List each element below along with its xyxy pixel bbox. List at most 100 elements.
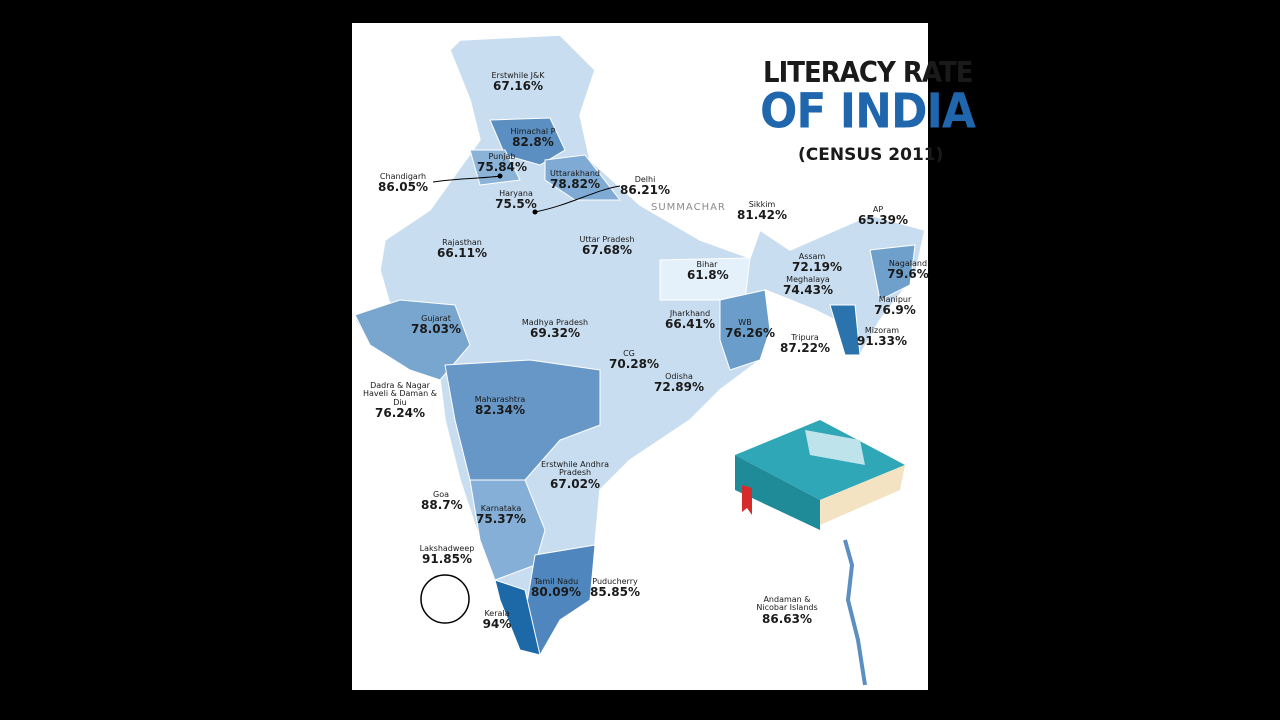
region-label: WB 76.26%: [725, 318, 775, 341]
region-rate: 67.68%: [582, 243, 632, 258]
delhi-dot: [532, 209, 538, 215]
watermark: SUMMACHAR: [651, 202, 726, 213]
region-label: Puducherry 85.85%: [585, 577, 645, 599]
region-name: Sikkim: [748, 200, 776, 209]
region-name: Dadra & Nagar Haveli & Daman & Diu: [363, 381, 437, 407]
region-name: Kerala: [484, 609, 510, 618]
region-name: Manipur: [878, 295, 912, 304]
region-name: Puducherry: [592, 577, 638, 586]
region-name: Haryana: [499, 189, 533, 198]
region-rate: 78.82%: [550, 177, 600, 192]
region-name: Erstwhile Andhra Pradesh: [540, 460, 610, 478]
mizoram: [829, 304, 861, 356]
region-name: WB: [738, 318, 752, 327]
book-icon: [735, 420, 905, 530]
region-name: Odisha: [665, 372, 693, 381]
region-label: Manipur 76.9%: [870, 295, 920, 318]
region-name: AP: [872, 205, 884, 214]
region-name: Jharkhand: [669, 309, 711, 318]
region-rate: 86.63%: [762, 611, 812, 626]
region-label: Delhi 86.21%: [615, 175, 675, 197]
region-name: Tripura: [791, 333, 819, 342]
himachal: [489, 117, 566, 166]
region-label: Nagaland 79.6%: [883, 259, 933, 282]
region-label: Chandigarh 86.05%: [368, 172, 438, 195]
region-name: Uttar Pradesh: [579, 235, 635, 244]
region-label: Andaman & Nicobar Islands 86.63%: [747, 595, 827, 626]
region-rate: 61.8%: [687, 268, 729, 283]
nagaland: [869, 244, 916, 301]
chandigarh-leader: [432, 175, 501, 183]
region-label: Odisha 72.89%: [649, 372, 709, 395]
region-name: Rajasthan: [442, 238, 482, 247]
region-rate: 86.05%: [378, 180, 428, 195]
region-rate: 66.41%: [665, 317, 715, 332]
region-name: Bihar: [696, 260, 718, 269]
region-label: Erstwhile Andhra Pradesh 67.02%: [540, 460, 610, 490]
region-name: Karnataka: [480, 504, 522, 513]
region-label: Rajasthan 66.11%: [427, 238, 497, 260]
region-name: Delhi: [634, 175, 656, 184]
region-label: Erstwhile J&K 67.16%: [488, 71, 548, 94]
region-label: Goa 88.7%: [421, 490, 463, 513]
region-rate: 72.89%: [654, 380, 704, 395]
region-label: Uttar Pradesh 67.68%: [567, 235, 647, 258]
title-line2: OF INDIA: [760, 83, 976, 140]
region-label: Bihar 61.8%: [687, 260, 729, 283]
region-rate: 87.22%: [780, 341, 830, 356]
region-rate: 75.5%: [495, 197, 537, 212]
region-rate: 76.9%: [874, 303, 916, 318]
region-rate: 88.7%: [421, 498, 463, 513]
region-label: Mizoram 91.33%: [857, 326, 907, 349]
region-label: Kerala 94%: [477, 609, 517, 631]
region-label: CG 70.28%: [609, 349, 659, 372]
region-name: Uttarakhand: [550, 169, 600, 178]
region-rate: 82.34%: [475, 403, 525, 418]
region-label: Punjab 75.84%: [472, 152, 532, 175]
region-rate: 79.6%: [887, 267, 929, 282]
region-name: Maharashtra: [474, 395, 526, 404]
region-label: Madhya Pradesh 69.32%: [510, 318, 600, 341]
region-name: Assam: [798, 252, 826, 261]
region-rate: 72.19%: [792, 260, 842, 275]
title-line1: LITERACY RATE: [763, 56, 973, 90]
region-label: Dadra & Nagar Haveli & Daman & Diu 76.24%: [360, 381, 440, 421]
region-label: Gujarat 78.03%: [406, 314, 466, 337]
region-rate: 81.42%: [737, 208, 787, 223]
region-name: Punjab: [488, 152, 516, 161]
region-rate: 67.16%: [493, 79, 543, 94]
region-name: Meghalaya: [786, 275, 830, 284]
region-name: Nagaland: [888, 259, 928, 268]
wb: [719, 289, 771, 371]
uttarakhand: [544, 154, 622, 201]
region-rate: 70.28%: [609, 357, 659, 372]
region-label: Tripura 87.22%: [780, 333, 830, 356]
region-name: Andaman & Nicobar Islands: [756, 595, 818, 613]
region-label: Maharashtra 82.34%: [465, 395, 535, 418]
region-rate: 76.26%: [725, 326, 775, 341]
region-name: Tamil Nadu: [533, 577, 579, 586]
region-label: Karnataka 75.37%: [471, 504, 531, 527]
region-rate: 91.33%: [857, 334, 907, 349]
region-rate: 75.84%: [477, 160, 527, 175]
region-name: Mizoram: [864, 326, 900, 335]
region-rate: 69.32%: [530, 326, 580, 341]
region-rate: 78.03%: [411, 322, 461, 337]
region-name: Goa: [433, 490, 449, 499]
delhi-leader: [534, 185, 621, 213]
region-label: Lakshadweep 91.85%: [417, 544, 477, 567]
region-rate: 82.8%: [512, 135, 554, 150]
region-rate: 75.37%: [476, 512, 526, 527]
region-label: Sikkim 81.42%: [732, 200, 792, 223]
region-label: Uttarakhand 78.82%: [545, 169, 605, 192]
region-label: Jharkhand 66.41%: [660, 309, 720, 332]
maharashtra: [444, 359, 601, 481]
region-label: Tamil Nadu 80.09%: [526, 577, 586, 599]
region-label: Haryana 75.5%: [486, 189, 546, 212]
region-name: CG: [623, 349, 635, 358]
region-rate: 91.85%: [422, 552, 472, 567]
region-name: Erstwhile J&K: [491, 71, 545, 80]
region-rate: 76.24%: [375, 406, 425, 421]
